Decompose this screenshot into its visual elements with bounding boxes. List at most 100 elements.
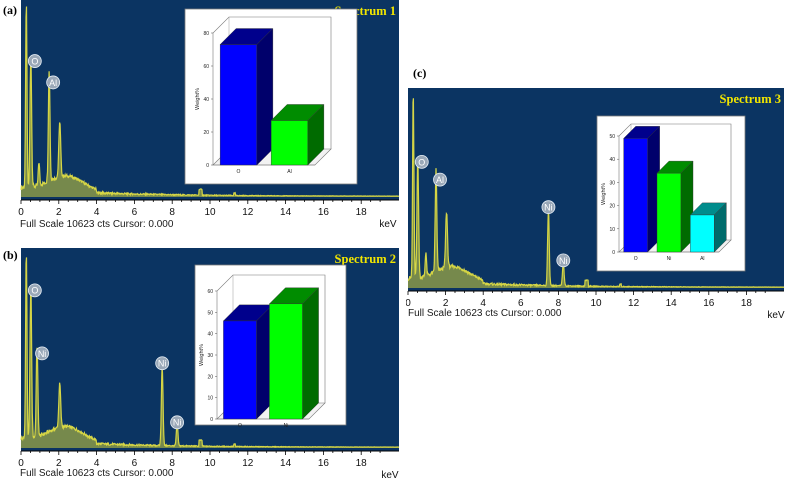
x-tick-label: 12 (242, 207, 254, 218)
spectrum-3-full-scale: Full Scale 10623 cts Cursor: 0.000 (408, 308, 562, 319)
inset-y-tick-label: 20 (609, 204, 615, 210)
peak-label-text: Ni (158, 359, 167, 369)
x-tick-label: 0 (18, 458, 24, 469)
x-tick-label: 10 (590, 298, 602, 309)
peak-label-circle (27, 54, 42, 68)
peak-label-text: Al (49, 78, 57, 88)
peak-label-circle (35, 346, 49, 361)
x-tick-label: 2 (443, 298, 449, 309)
peak-label-text: Ni (559, 256, 568, 266)
peak-label-ni: Ni (556, 253, 571, 268)
inset-y-tick-label: 0 (210, 417, 213, 423)
peak-label-circle (170, 415, 185, 430)
inset-category-label: O (634, 256, 638, 262)
peak-label-circle (556, 253, 571, 268)
peak-label-o: O (27, 54, 42, 68)
peak-label-circle (541, 200, 556, 215)
x-tick-label: 14 (280, 458, 292, 469)
inset-y-tick-label: 30 (609, 180, 615, 186)
x-tick-label: 2 (56, 458, 62, 469)
inset-bar-o (222, 304, 274, 420)
x-tick-label: 8 (556, 298, 562, 309)
peak-label-circle (46, 75, 61, 90)
x-tick-label: 12 (628, 298, 640, 309)
inset-bar-al (689, 202, 727, 253)
peak-label-circle (433, 172, 447, 187)
peak-label-ni: Ni (170, 415, 185, 430)
x-tick-label: 6 (132, 207, 138, 218)
inset-bar-side (714, 202, 727, 253)
x-tick-label: 16 (703, 298, 715, 309)
inset-y-tick-label: 10 (609, 227, 615, 233)
spectrum-fill (21, 6, 399, 197)
peak-label-ni: Ni (541, 200, 556, 215)
inset-y-label: Weight% (195, 88, 201, 110)
x-tick-label: 4 (94, 207, 100, 218)
inset-bar-o (623, 125, 661, 253)
x-tick-label: 6 (132, 458, 138, 469)
inset-bar-front (270, 120, 309, 166)
x-tick-label: 14 (666, 298, 678, 309)
inset-category-label: Al (700, 256, 704, 262)
weight-percent-inset: 0 10 20 30 40 50 Weight% O Ni Al (596, 115, 746, 272)
spectrum-title: Spectrum 2 (335, 252, 396, 266)
spectrum-title: Spectrum 3 (720, 92, 781, 106)
inset-bar-front (223, 320, 257, 420)
x-tick-label: 2 (56, 207, 62, 218)
peak-label-o: O (27, 283, 42, 298)
peak-label-text: O (418, 157, 425, 167)
inset-y-label: Weight% (601, 183, 607, 205)
weight-percent-inset: 0 20 40 60 80 Weight% O Al (184, 8, 358, 185)
inset-bar-side (256, 28, 274, 166)
x-tick-label: 8 (169, 207, 175, 218)
inset-y-tick-label: 50 (609, 134, 615, 140)
inset-bar-front (656, 172, 682, 253)
inset-category-label: Al (287, 169, 291, 175)
inset-y-tick-label: 40 (609, 157, 615, 163)
inset-bar-ni (656, 160, 694, 253)
x-tick-label: 10 (204, 458, 216, 469)
spectrum-1-full-scale: Full Scale 10623 cts Cursor: 0.000 (20, 219, 174, 230)
x-axis-unit: keV (767, 310, 785, 321)
inset-y-tick-label: 0 (612, 250, 615, 256)
peak-label-text: Ni (544, 203, 553, 213)
spectrum-fill (21, 257, 399, 448)
inset-bar-side (302, 287, 319, 420)
spectrum-2-chart: O Ni Ni Ni Spectrum 2 0 2 4 6 8 10 12 14 16 18 keV 0 10 20… (18, 248, 399, 481)
inset-bar-side (307, 103, 325, 166)
x-tick-label: 8 (169, 458, 175, 469)
peak-label-text: Al (436, 175, 444, 185)
x-tick-label: 18 (356, 207, 368, 218)
inset-y-tick-label: 30 (207, 353, 213, 359)
peak-label-o: O (414, 154, 429, 169)
peak-label-al: Al (433, 172, 447, 187)
inset-category-label: O (238, 423, 242, 429)
x-tick-label: 4 (94, 458, 100, 469)
peak-label-text: O (31, 286, 38, 296)
inset-y-label: Weight% (199, 344, 205, 366)
x-axis-unit: keV (379, 219, 397, 230)
x-tick-label: 18 (356, 458, 368, 469)
x-axis-unit: keV (381, 470, 399, 481)
inset-bar-front (269, 303, 303, 420)
peak-label-circle (414, 154, 429, 169)
spectrum-3-panel: O Al Ni Ni Spectrum 3 0 2 4 6 8 10 12 14 16 18 keV 0 10 20… (406, 86, 786, 322)
inset-y-tick-label: 20 (203, 130, 209, 136)
peak-label-text: Ni (173, 418, 182, 428)
inset-bar-ni (268, 287, 320, 420)
inset-bar-o (219, 28, 274, 166)
spectrum-2-full-scale: Full Scale 10623 cts Cursor: 0.000 (20, 468, 174, 479)
x-tick-label: 18 (741, 298, 753, 309)
inset-bar-front (623, 138, 648, 253)
inset-category-label: O (237, 169, 241, 175)
inset-bar-front (219, 44, 258, 166)
x-tick-label: 16 (318, 207, 330, 218)
panel-a-tag: (a) (3, 3, 17, 17)
x-tick-label: 0 (18, 207, 24, 218)
weight-percent-inset: 0 10 20 30 40 50 60 Weight% O Ni (194, 264, 347, 429)
inset-bar-front (690, 214, 715, 253)
peak-label-text: O (31, 56, 38, 66)
x-tick-label: 14 (280, 207, 292, 218)
inset-y-tick-label: 10 (207, 396, 213, 402)
